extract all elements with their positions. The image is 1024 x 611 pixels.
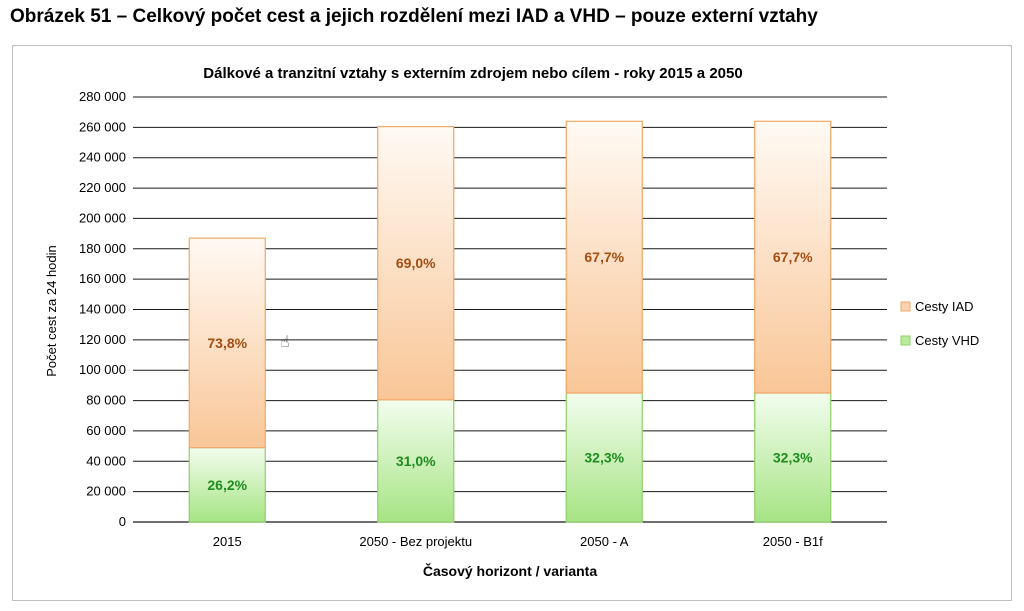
bar-cesty-iad xyxy=(754,120,832,394)
chart-frame xyxy=(12,45,1012,601)
x-tick-label: 2050 - B1f xyxy=(763,534,823,549)
y-tick-label: 100 000 xyxy=(79,362,126,377)
legend-swatch xyxy=(900,335,911,346)
bar-cesty-vhd xyxy=(188,447,266,523)
y-tick-label: 140 000 xyxy=(79,302,126,317)
x-axis-label: Časový horizont / varianta xyxy=(423,562,597,579)
bar-cesty-vhd xyxy=(565,392,643,523)
bar-cesty-vhd xyxy=(754,392,832,523)
data-label: 69,0% xyxy=(396,255,436,271)
y-tick-labels: 0 20 000 40 000 60 000 80 000 100 000 120 000 1… xyxy=(79,89,126,529)
data-label: 73,8% xyxy=(207,335,247,351)
y-tick-label: 160 000 xyxy=(79,271,126,286)
y-tick-label: 200 000 xyxy=(79,210,126,225)
y-axis-label: Počet cest za 24 hodin xyxy=(44,245,59,377)
bar-cesty-iad xyxy=(565,120,643,394)
y-tick-label: 80 000 xyxy=(86,393,126,408)
data-label: 67,7% xyxy=(584,249,624,265)
data-label: 26,2% xyxy=(207,477,247,493)
bar-cesty-iad xyxy=(377,125,455,401)
legend-swatch xyxy=(900,301,911,312)
y-tick-label: 280 000 xyxy=(79,89,126,104)
y-tick-label: 240 000 xyxy=(79,150,126,165)
legend-entry: Cesty VHD xyxy=(915,333,979,348)
x-tick-label: 2050 - A xyxy=(580,534,629,549)
data-label: 67,7% xyxy=(773,249,813,265)
bar-cesty-iad xyxy=(188,237,266,449)
x-tick-label: 2015 xyxy=(213,534,242,549)
figure-caption: Obrázek 51 – Celkový počet cest a jejich… xyxy=(10,6,818,27)
y-tick-label: 220 000 xyxy=(79,180,126,195)
y-tick-label: 260 000 xyxy=(79,119,126,134)
hand-cursor-icon: ☝ xyxy=(280,332,290,351)
data-label: 32,3% xyxy=(773,449,813,465)
chart-title: Dálkové a tranzitní vztahy s externím zd… xyxy=(203,65,742,82)
data-label: 31,0% xyxy=(396,453,436,469)
y-tick-label: 0 xyxy=(119,514,126,529)
y-tick-label: 40 000 xyxy=(86,453,126,468)
x-tick-labels: 2015 2050 - Bez projektu 2050 - A 2050 - B1… xyxy=(213,534,823,549)
x-tick-label: 2050 - Bez projektu xyxy=(359,534,472,549)
bars: 26,2% 73,8% 31,0% 69,0% 32,3% 67,7% 32,3% 67,7% xyxy=(188,120,832,523)
legend-entry: Cesty IAD xyxy=(915,299,974,314)
y-tick-label: 120 000 xyxy=(79,332,126,347)
legend: Cesty IAD Cesty VHD xyxy=(900,299,979,348)
y-tick-label: 20 000 xyxy=(86,484,126,499)
y-tick-label: 60 000 xyxy=(86,423,126,438)
data-label: 32,3% xyxy=(584,449,624,465)
y-tick-label: 180 000 xyxy=(79,241,126,256)
